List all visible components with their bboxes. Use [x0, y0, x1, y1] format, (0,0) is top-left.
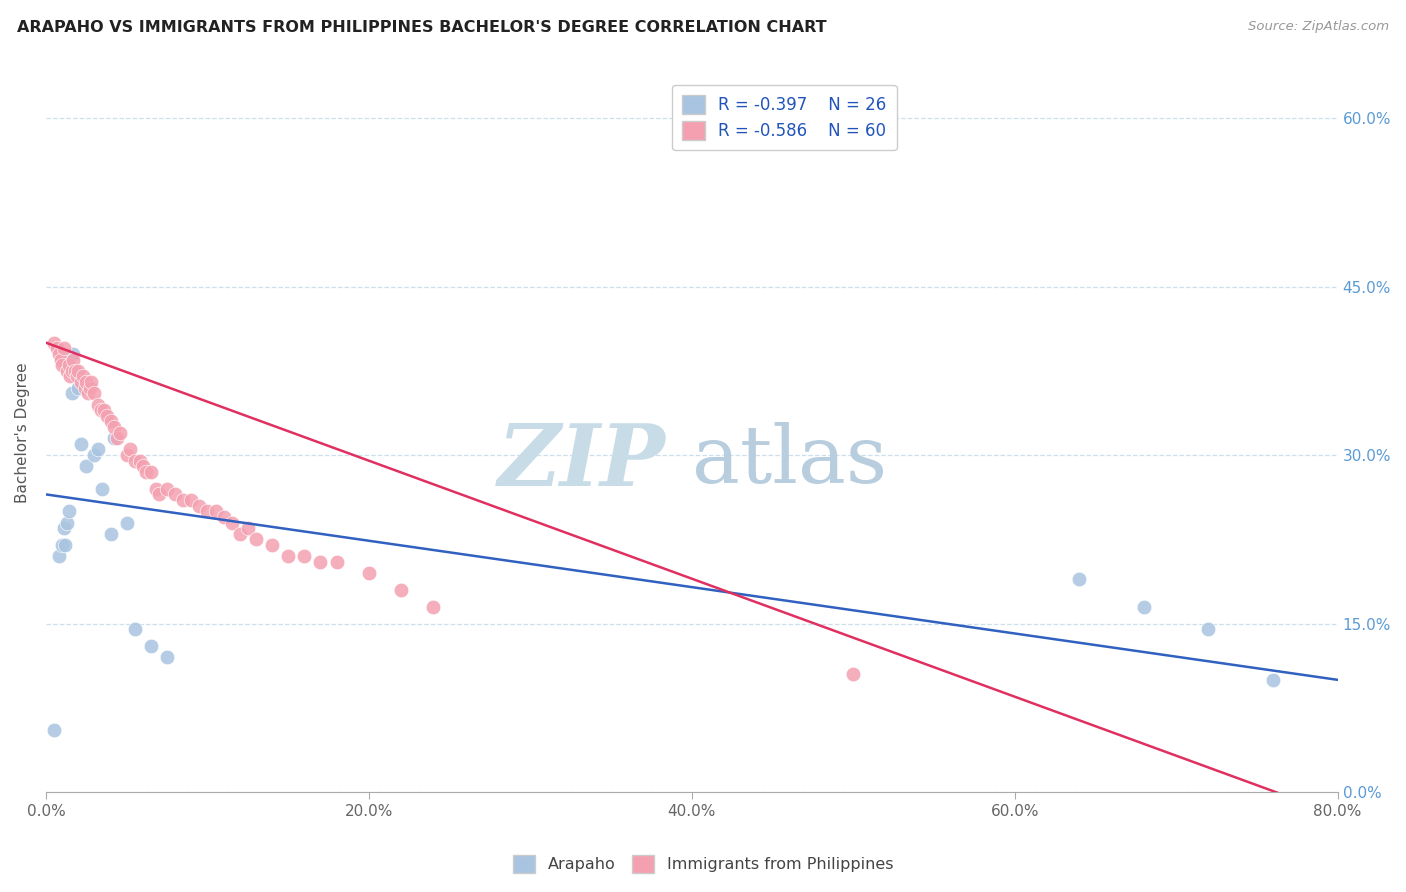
Point [59, 369, 82, 384]
Point [63, 364, 86, 378]
Point [172, 493, 194, 508]
Point [165, 487, 187, 501]
Point [60, 386, 83, 401]
Point [103, 431, 125, 445]
Point [56, 516, 79, 530]
Point [135, 465, 157, 479]
Point [63, 369, 86, 384]
Point [91, 482, 114, 496]
Point [56, 364, 79, 378]
Point [51, 358, 73, 372]
Point [118, 442, 141, 457]
Point [236, 521, 259, 535]
Point [83, 448, 105, 462]
Point [156, 650, 179, 665]
Text: Source: ZipAtlas.com: Source: ZipAtlas.com [1249, 20, 1389, 33]
Legend: Arapaho, Immigrants from Philippines: Arapaho, Immigrants from Philippines [506, 848, 900, 880]
Point [67, 364, 90, 378]
Point [52, 341, 75, 355]
Point [105, 431, 128, 445]
Point [48, 549, 70, 564]
Point [204, 504, 226, 518]
Point [48, 347, 70, 361]
Point [188, 499, 211, 513]
Point [51, 538, 73, 552]
Point [148, 487, 170, 501]
Point [80, 375, 103, 389]
Text: ZIP: ZIP [498, 419, 666, 503]
Point [197, 504, 219, 518]
Point [260, 538, 283, 552]
Point [422, 599, 444, 614]
Point [124, 453, 146, 467]
Point [124, 622, 146, 636]
Point [325, 555, 347, 569]
Point [77, 386, 100, 401]
Point [73, 381, 96, 395]
Point [75, 375, 97, 389]
Point [132, 459, 155, 474]
Point [83, 386, 105, 401]
Point [228, 526, 250, 541]
Point [93, 403, 115, 417]
Point [66, 369, 89, 384]
Point [96, 409, 118, 423]
Point [70, 375, 93, 389]
Point [75, 459, 97, 474]
Point [42, 723, 65, 738]
Point [309, 555, 332, 569]
Point [139, 639, 162, 653]
Point [389, 582, 412, 597]
Point [52, 521, 75, 535]
Point [292, 549, 315, 564]
Point [58, 358, 80, 372]
Point [357, 566, 380, 580]
Text: ARAPAHO VS IMMIGRANTS FROM PHILIPPINES BACHELOR'S DEGREE CORRELATION CHART: ARAPAHO VS IMMIGRANTS FROM PHILIPPINES B… [17, 20, 827, 35]
Point [53, 538, 76, 552]
Point [212, 509, 235, 524]
Point [1261, 673, 1284, 687]
Point [115, 516, 138, 530]
Point [1198, 622, 1220, 636]
Point [49, 352, 72, 367]
Point [72, 369, 94, 384]
Point [103, 420, 125, 434]
Point [62, 347, 84, 361]
Point [277, 549, 299, 564]
Point [86, 397, 108, 411]
Point [180, 493, 202, 508]
Point [79, 381, 101, 395]
Point [58, 504, 80, 518]
Point [221, 516, 243, 530]
Point [1069, 572, 1091, 586]
Point [46, 341, 69, 355]
Point [70, 437, 93, 451]
Point [139, 465, 162, 479]
Point [62, 352, 84, 367]
Y-axis label: Bachelor's Degree: Bachelor's Degree [15, 362, 30, 503]
Point [1133, 599, 1156, 614]
Point [100, 526, 122, 541]
Point [42, 335, 65, 350]
Point [110, 425, 132, 440]
Point [100, 414, 122, 428]
Legend: R = -0.397    N = 26, R = -0.586    N = 60: R = -0.397 N = 26, R = -0.586 N = 60 [672, 85, 897, 150]
Point [842, 667, 865, 681]
Point [90, 403, 112, 417]
Point [60, 364, 83, 378]
Point [245, 533, 267, 547]
Point [115, 448, 138, 462]
Point [67, 381, 90, 395]
Point [86, 442, 108, 457]
Point [145, 482, 167, 496]
Text: atlas: atlas [692, 423, 887, 500]
Point [156, 482, 179, 496]
Point [128, 453, 150, 467]
